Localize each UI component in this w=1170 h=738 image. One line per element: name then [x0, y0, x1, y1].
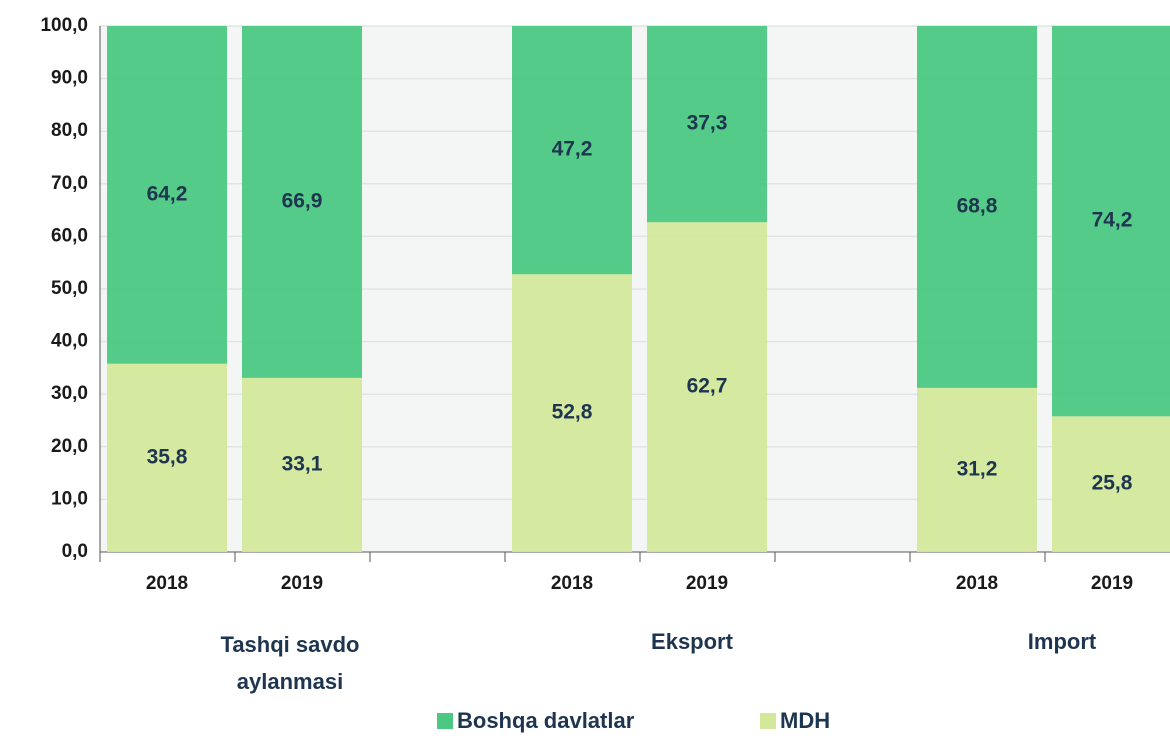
y-tick-label: 30,0 — [51, 383, 88, 404]
y-tick-label: 100,0 — [40, 15, 88, 36]
data-label: 68,8 — [957, 194, 998, 217]
bar-segment — [512, 26, 632, 275]
bar-segment — [917, 387, 1037, 552]
bar-segment — [647, 26, 767, 223]
data-label: 64,2 — [147, 182, 188, 205]
x-tick-label: 2018 — [551, 573, 593, 594]
bar-segment — [107, 26, 227, 364]
data-label: 74,2 — [1092, 209, 1133, 232]
data-label: 37,3 — [687, 112, 728, 135]
legend-swatch — [437, 713, 453, 729]
data-label: 62,7 — [687, 375, 728, 398]
data-label: 33,1 — [282, 452, 323, 475]
x-tick-label: 2018 — [146, 573, 188, 594]
bar-segment — [917, 26, 1037, 388]
y-tick-label: 90,0 — [51, 68, 88, 89]
data-label: 47,2 — [552, 138, 593, 161]
group-label: Eksport — [651, 629, 734, 654]
data-label: 35,8 — [147, 445, 188, 468]
data-label: 31,2 — [957, 457, 998, 480]
bar-segment — [1052, 26, 1170, 417]
bar-segment — [647, 222, 767, 552]
bar-segment — [242, 377, 362, 552]
bar-segment — [107, 363, 227, 552]
group-label: Tashqi savdo aylanmasi — [221, 632, 360, 694]
y-tick-label: 20,0 — [51, 436, 88, 457]
x-tick-label: 2019 — [1091, 573, 1133, 594]
data-label: 25,8 — [1092, 472, 1133, 495]
x-tick-label: 2019 — [281, 573, 323, 594]
bar-segment — [512, 274, 632, 552]
y-tick-label: 60,0 — [51, 225, 88, 246]
data-label: 66,9 — [282, 189, 323, 212]
legend-swatch — [760, 713, 776, 729]
legend-label: Boshqa davlatlar — [457, 708, 635, 733]
y-tick-label: 50,0 — [51, 278, 88, 299]
bar-segment — [1052, 416, 1170, 552]
x-tick-label: 2019 — [686, 573, 728, 594]
bar-segment — [242, 26, 362, 378]
y-tick-label: 0,0 — [62, 541, 88, 562]
legend-label: MDH — [780, 708, 830, 733]
group-label: Import — [1028, 629, 1097, 654]
y-tick-label: 40,0 — [51, 331, 88, 352]
x-tick-label: 2018 — [956, 573, 998, 594]
y-tick-label: 10,0 — [51, 488, 88, 509]
y-tick-label: 70,0 — [51, 173, 88, 194]
y-tick-label: 80,0 — [51, 120, 88, 141]
data-label: 52,8 — [552, 401, 593, 424]
